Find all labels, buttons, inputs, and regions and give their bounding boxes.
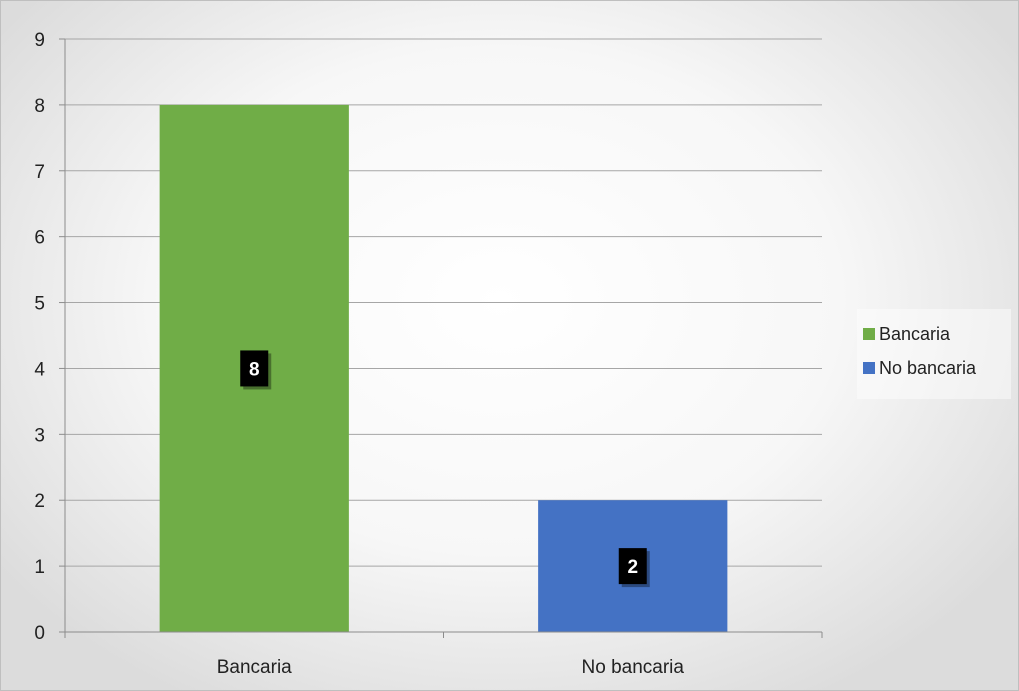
legend-item-no-bancaria: No bancaria xyxy=(857,351,1011,385)
legend-label-no-bancaria: No bancaria xyxy=(879,357,977,378)
data-label-box-no-bancaria xyxy=(618,548,647,585)
data-label-bancaria: 8 xyxy=(249,359,260,380)
y-tick-label-5: 5 xyxy=(34,294,45,315)
y-tick-label-1: 1 xyxy=(34,557,45,578)
y-tick-label-6: 6 xyxy=(34,228,45,249)
y-tick-label-9: 9 xyxy=(34,30,45,51)
data-label-box-bancaria xyxy=(240,350,269,387)
legend-label-bancaria: Bancaria xyxy=(879,323,951,344)
y-tick-label-4: 4 xyxy=(34,359,45,380)
legend-item-bancaria: Bancaria xyxy=(857,317,1011,351)
y-tick-label-7: 7 xyxy=(34,162,45,183)
y-tick-label-0: 0 xyxy=(34,623,45,644)
legend: Bancaria No bancaria xyxy=(857,309,1011,399)
legend-swatch-no-bancaria xyxy=(863,362,875,374)
data-label-no-bancaria: 2 xyxy=(627,557,638,578)
y-tick-label-2: 2 xyxy=(34,491,45,512)
labels: 0 1 2 3 4 5 6 7 8 9 Bancaria 8 No bancaria 2 xyxy=(34,30,684,678)
y-tick-label-8: 8 xyxy=(34,96,45,117)
x-category-label-bancaria: Bancaria xyxy=(217,657,292,678)
y-tick-label-3: 3 xyxy=(34,425,45,446)
axes xyxy=(59,38,823,638)
legend-swatch-bancaria xyxy=(863,328,875,340)
x-category-label-no-bancaria: No bancaria xyxy=(582,657,685,678)
